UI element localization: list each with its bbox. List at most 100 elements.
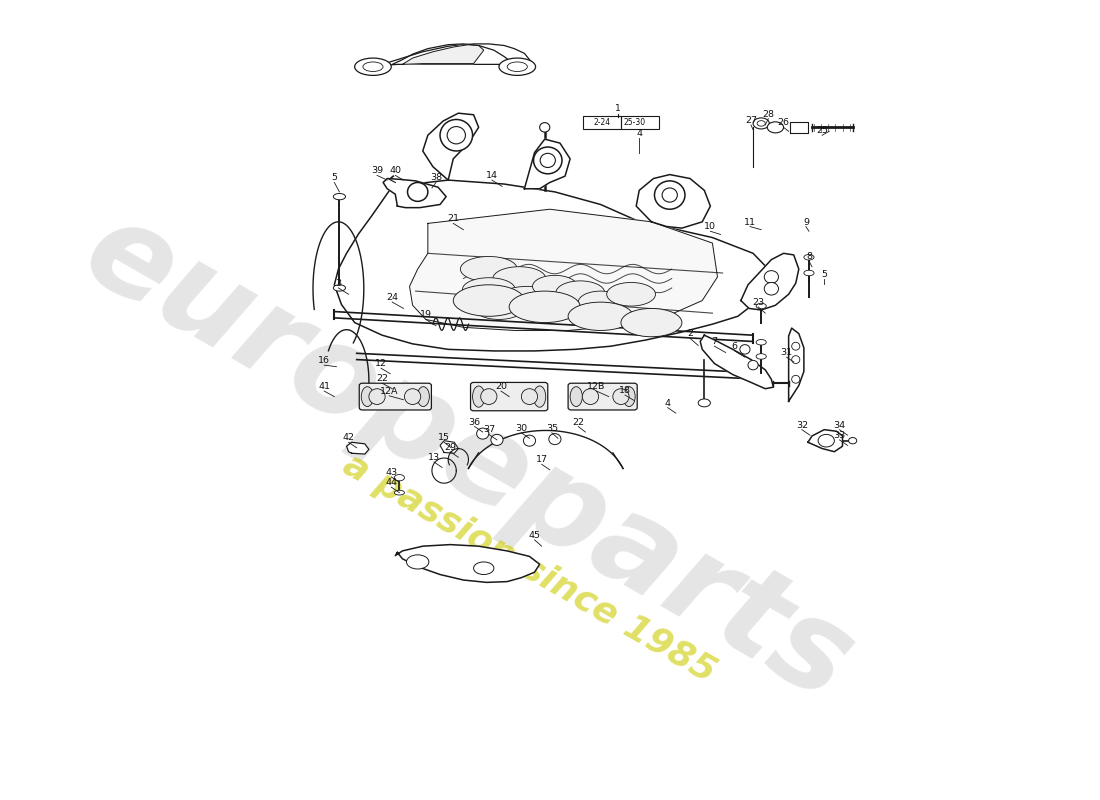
Text: 18: 18 — [619, 386, 631, 395]
Text: 30: 30 — [515, 424, 527, 433]
Text: 5: 5 — [822, 270, 827, 278]
Text: 31: 31 — [781, 348, 793, 358]
Text: 40: 40 — [389, 166, 402, 175]
Text: 44: 44 — [385, 478, 397, 487]
Ellipse shape — [534, 386, 546, 407]
Text: 6: 6 — [732, 342, 738, 351]
Text: 22: 22 — [572, 418, 584, 426]
Text: 15: 15 — [438, 434, 450, 442]
Ellipse shape — [756, 339, 767, 345]
Ellipse shape — [440, 119, 473, 151]
Text: 23: 23 — [752, 298, 764, 307]
Text: 10: 10 — [704, 222, 716, 231]
Ellipse shape — [534, 147, 562, 174]
Ellipse shape — [368, 389, 385, 405]
Ellipse shape — [524, 435, 536, 446]
Text: 28: 28 — [762, 110, 774, 118]
Polygon shape — [354, 44, 535, 67]
Text: 36: 36 — [469, 418, 481, 426]
Text: 5: 5 — [331, 174, 338, 182]
Text: europeparts: europeparts — [64, 190, 873, 726]
Ellipse shape — [333, 285, 345, 291]
Ellipse shape — [499, 286, 556, 309]
Ellipse shape — [623, 386, 635, 406]
Text: 17: 17 — [536, 455, 548, 464]
Ellipse shape — [792, 356, 800, 363]
Ellipse shape — [461, 257, 517, 282]
Text: 8: 8 — [806, 252, 812, 261]
Text: 20: 20 — [495, 382, 507, 391]
Text: 27: 27 — [745, 116, 757, 125]
Ellipse shape — [607, 282, 656, 306]
Text: 4: 4 — [664, 398, 671, 408]
Text: 43: 43 — [385, 468, 397, 477]
Text: 25: 25 — [816, 126, 828, 135]
Polygon shape — [790, 122, 807, 133]
Ellipse shape — [654, 181, 685, 210]
Ellipse shape — [740, 345, 750, 354]
Text: a passion since 1985: a passion since 1985 — [338, 447, 722, 689]
Ellipse shape — [748, 360, 758, 370]
Text: 2-24: 2-24 — [594, 118, 610, 127]
Text: 29: 29 — [444, 442, 456, 452]
Ellipse shape — [493, 266, 546, 290]
Ellipse shape — [613, 389, 629, 405]
Text: 11: 11 — [744, 218, 756, 226]
FancyBboxPatch shape — [471, 382, 548, 410]
Ellipse shape — [532, 275, 578, 298]
Text: 9: 9 — [803, 218, 808, 226]
Ellipse shape — [756, 354, 767, 359]
Ellipse shape — [476, 428, 488, 439]
Ellipse shape — [407, 182, 428, 202]
Text: 39: 39 — [371, 166, 383, 175]
Ellipse shape — [407, 555, 429, 569]
Text: 22: 22 — [376, 374, 388, 383]
Polygon shape — [403, 45, 484, 64]
Ellipse shape — [570, 386, 582, 406]
Ellipse shape — [757, 121, 766, 126]
Ellipse shape — [394, 490, 405, 495]
Text: 33: 33 — [834, 431, 846, 440]
Ellipse shape — [764, 270, 779, 283]
Polygon shape — [636, 174, 711, 228]
Ellipse shape — [333, 194, 345, 200]
Ellipse shape — [540, 122, 550, 132]
FancyBboxPatch shape — [568, 383, 637, 410]
Text: 41: 41 — [318, 382, 330, 391]
Ellipse shape — [499, 58, 536, 75]
Ellipse shape — [792, 375, 800, 383]
Text: 2: 2 — [688, 330, 693, 338]
Polygon shape — [440, 441, 459, 454]
Polygon shape — [395, 545, 540, 582]
Ellipse shape — [394, 474, 405, 481]
Ellipse shape — [474, 562, 494, 574]
Polygon shape — [346, 442, 368, 454]
Text: 12B: 12B — [587, 382, 606, 391]
Ellipse shape — [698, 399, 711, 407]
Ellipse shape — [354, 58, 392, 75]
Text: 13: 13 — [428, 453, 440, 462]
Polygon shape — [741, 254, 799, 310]
Text: 24: 24 — [386, 293, 398, 302]
Ellipse shape — [568, 302, 634, 330]
Ellipse shape — [754, 118, 769, 129]
Ellipse shape — [491, 434, 503, 446]
Ellipse shape — [768, 122, 783, 133]
Polygon shape — [789, 328, 804, 402]
Text: 42: 42 — [342, 434, 354, 442]
Text: 12: 12 — [375, 359, 387, 368]
Text: 35: 35 — [546, 424, 558, 433]
Ellipse shape — [818, 434, 835, 447]
Text: 1: 1 — [615, 104, 620, 113]
Text: 38: 38 — [430, 174, 442, 182]
Ellipse shape — [848, 438, 857, 444]
Ellipse shape — [509, 291, 581, 322]
Ellipse shape — [756, 303, 767, 309]
Ellipse shape — [417, 386, 429, 406]
FancyBboxPatch shape — [360, 383, 431, 410]
Ellipse shape — [473, 386, 485, 407]
Ellipse shape — [764, 282, 779, 295]
Ellipse shape — [507, 62, 527, 71]
Ellipse shape — [474, 298, 524, 319]
Text: 4: 4 — [636, 130, 642, 138]
